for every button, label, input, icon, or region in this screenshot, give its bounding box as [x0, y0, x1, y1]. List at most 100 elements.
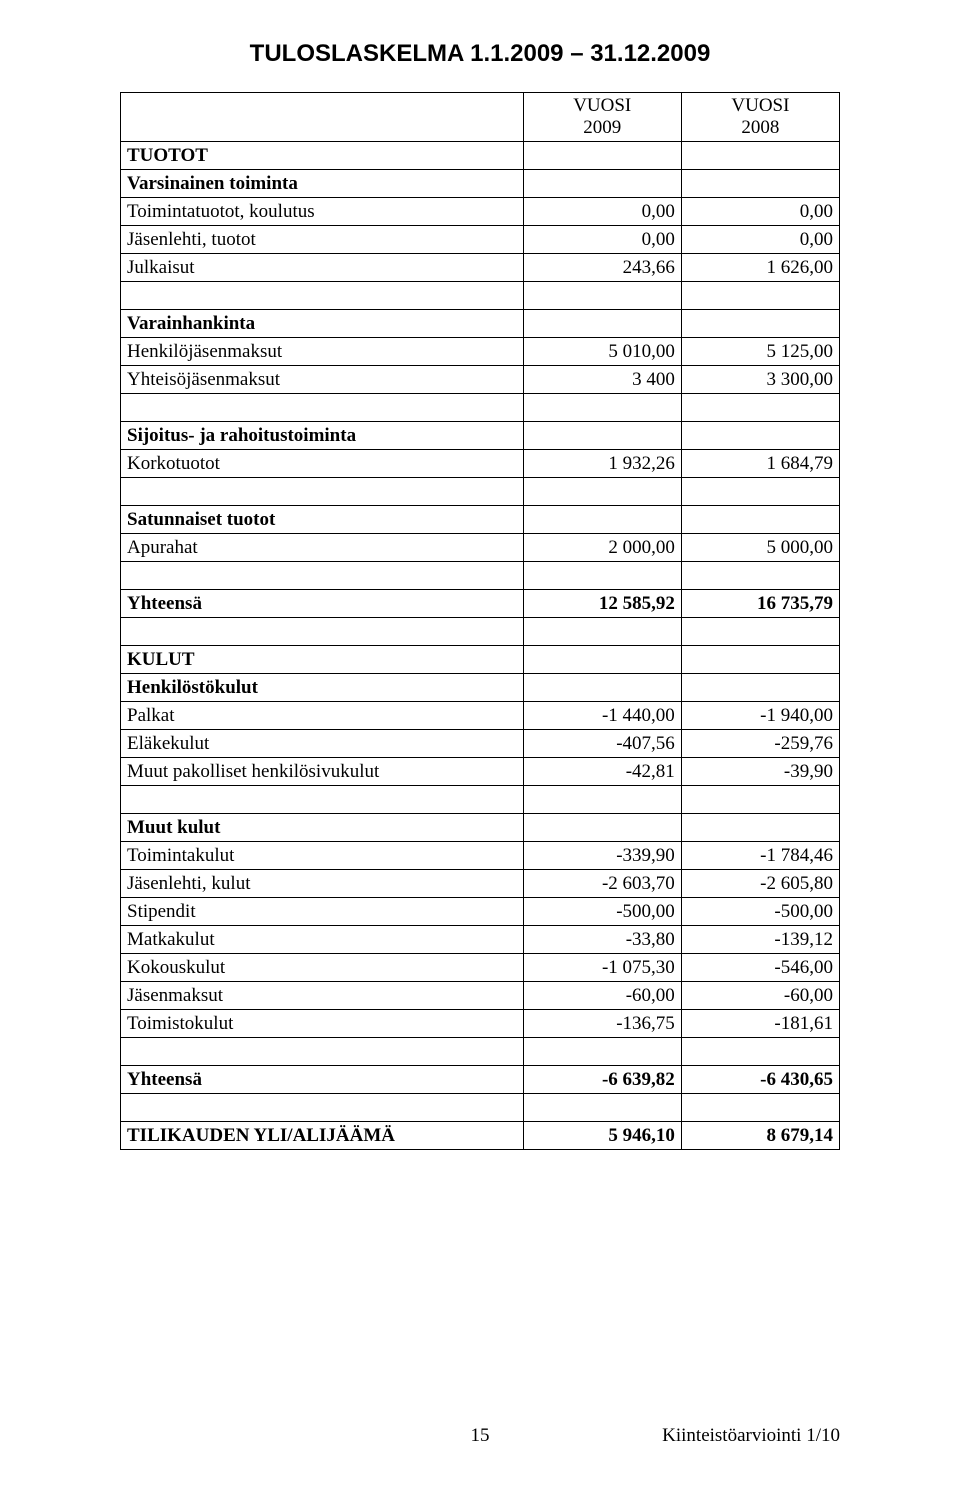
- row-label: Eläkekulut: [121, 730, 524, 758]
- row-label: Toimistokulut: [121, 1010, 524, 1038]
- row-value-2008: 5 125,00: [681, 338, 839, 366]
- row-value-2008: [681, 170, 839, 198]
- row-value-2009: -2 603,70: [523, 870, 681, 898]
- row-value-2009: -42,81: [523, 758, 681, 786]
- row-value-2008: -1 784,46: [681, 842, 839, 870]
- row-label: Muut kulut: [121, 814, 524, 842]
- row-label: [121, 618, 524, 646]
- row-value-2008: [681, 422, 839, 450]
- row-value-2008: [681, 310, 839, 338]
- row-label: TUOTOT: [121, 142, 524, 170]
- row-value-2008: [681, 1038, 839, 1066]
- row-value-2009: [523, 674, 681, 702]
- row-value-2008: [681, 618, 839, 646]
- row-value-2008: -60,00: [681, 982, 839, 1010]
- row-label: Matkakulut: [121, 926, 524, 954]
- row-label: Muut pakolliset henkilösivukulut: [121, 758, 524, 786]
- row-label: [121, 478, 524, 506]
- row-label: Yhteensä: [121, 1066, 524, 1094]
- row-value-2009: -1 440,00: [523, 702, 681, 730]
- row-label: Varsinainen toiminta: [121, 170, 524, 198]
- row-label: Yhteensä: [121, 590, 524, 618]
- row-value-2009: 3 400: [523, 366, 681, 394]
- row-value-2009: 5 946,10: [523, 1122, 681, 1150]
- row-value-2008: [681, 646, 839, 674]
- row-value-2009: [523, 506, 681, 534]
- row-value-2008: -1 940,00: [681, 702, 839, 730]
- row-label: Toimintatuotot, koulutus: [121, 198, 524, 226]
- row-value-2008: [681, 814, 839, 842]
- row-label: [121, 282, 524, 310]
- header-empty: [121, 93, 524, 142]
- row-value-2008: 5 000,00: [681, 534, 839, 562]
- row-label: Varainhankinta: [121, 310, 524, 338]
- row-value-2009: 0,00: [523, 226, 681, 254]
- row-value-2009: 12 585,92: [523, 590, 681, 618]
- row-value-2008: 1 626,00: [681, 254, 839, 282]
- row-value-2009: -136,75: [523, 1010, 681, 1038]
- page-footer: 15 Kiinteistöarviointi 1/10: [0, 1425, 960, 1447]
- row-value-2009: [523, 282, 681, 310]
- row-value-2009: 0,00: [523, 198, 681, 226]
- row-value-2009: 2 000,00: [523, 534, 681, 562]
- row-value-2008: [681, 786, 839, 814]
- row-value-2008: [681, 394, 839, 422]
- row-value-2009: [523, 1094, 681, 1122]
- row-label: Henkilöstökulut: [121, 674, 524, 702]
- row-value-2008: 8 679,14: [681, 1122, 839, 1150]
- row-value-2009: -60,00: [523, 982, 681, 1010]
- row-value-2008: [681, 478, 839, 506]
- row-value-2008: 0,00: [681, 226, 839, 254]
- row-label: Jäsenlehti, tuotot: [121, 226, 524, 254]
- row-value-2009: -33,80: [523, 926, 681, 954]
- row-label: Yhteisöjäsenmaksut: [121, 366, 524, 394]
- row-label: [121, 562, 524, 590]
- row-label: Stipendit: [121, 898, 524, 926]
- row-value-2009: -407,56: [523, 730, 681, 758]
- row-label: Toimintakulut: [121, 842, 524, 870]
- income-statement-table: VUOSI2009VUOSI2008TUOTOTVarsinainen toim…: [120, 92, 840, 1150]
- row-value-2008: [681, 506, 839, 534]
- row-value-2009: 1 932,26: [523, 450, 681, 478]
- row-value-2009: [523, 142, 681, 170]
- footer-right: Kiinteistöarviointi 1/10: [662, 1425, 840, 1447]
- row-value-2009: [523, 170, 681, 198]
- row-value-2008: -139,12: [681, 926, 839, 954]
- row-label: Jäsenlehti, kulut: [121, 870, 524, 898]
- row-label: Henkilöjäsenmaksut: [121, 338, 524, 366]
- row-value-2008: 3 300,00: [681, 366, 839, 394]
- row-value-2009: [523, 618, 681, 646]
- row-label: [121, 1094, 524, 1122]
- row-value-2009: [523, 394, 681, 422]
- row-label: Jäsenmaksut: [121, 982, 524, 1010]
- row-value-2009: [523, 478, 681, 506]
- row-label: Satunnaiset tuotot: [121, 506, 524, 534]
- column-header: VUOSI2009: [523, 93, 681, 142]
- row-value-2009: [523, 646, 681, 674]
- row-label: KULUT: [121, 646, 524, 674]
- row-value-2008: [681, 562, 839, 590]
- row-value-2009: [523, 310, 681, 338]
- row-value-2008: -2 605,80: [681, 870, 839, 898]
- row-label: Kokouskulut: [121, 954, 524, 982]
- row-value-2008: [681, 674, 839, 702]
- row-value-2008: -500,00: [681, 898, 839, 926]
- row-label: [121, 786, 524, 814]
- row-value-2009: [523, 786, 681, 814]
- row-value-2009: -500,00: [523, 898, 681, 926]
- row-value-2008: 16 735,79: [681, 590, 839, 618]
- row-value-2008: 0,00: [681, 198, 839, 226]
- row-label: Julkaisut: [121, 254, 524, 282]
- row-value-2009: 5 010,00: [523, 338, 681, 366]
- row-value-2009: 243,66: [523, 254, 681, 282]
- page-number: 15: [471, 1425, 490, 1447]
- row-value-2008: [681, 1094, 839, 1122]
- row-label: Palkat: [121, 702, 524, 730]
- row-value-2009: -1 075,30: [523, 954, 681, 982]
- row-value-2009: -339,90: [523, 842, 681, 870]
- row-value-2009: -6 639,82: [523, 1066, 681, 1094]
- row-value-2008: -259,76: [681, 730, 839, 758]
- row-value-2009: [523, 814, 681, 842]
- row-value-2009: [523, 1038, 681, 1066]
- row-value-2008: -546,00: [681, 954, 839, 982]
